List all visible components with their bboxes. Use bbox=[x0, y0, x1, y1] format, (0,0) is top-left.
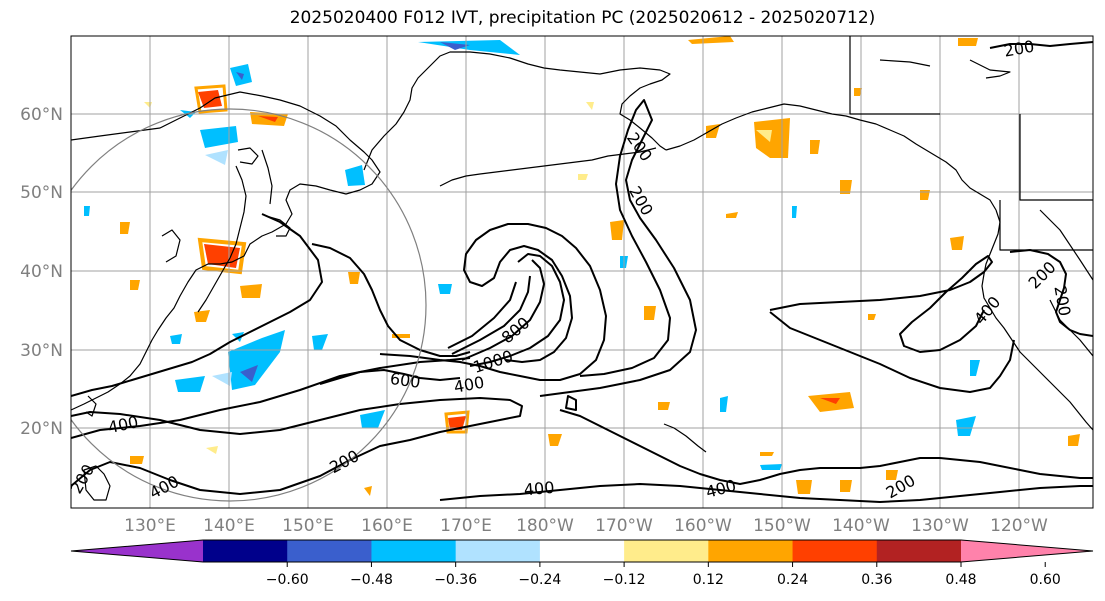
contour-label: 400 bbox=[523, 478, 555, 500]
colorbar: −0.60 −0.48 −0.36 −0.24 −0.12 0.12 0.24 0.36 0.4… bbox=[70, 539, 1094, 588]
colorbar-segment bbox=[203, 540, 288, 562]
lon-label: 170°E bbox=[440, 516, 492, 536]
colorbar-tick-label: −0.60 bbox=[266, 572, 309, 588]
colorbar-tick-label: −0.36 bbox=[434, 572, 477, 588]
precipitation-shading bbox=[84, 36, 1080, 496]
lon-label: 160°E bbox=[361, 516, 413, 536]
colorbar-segment bbox=[708, 540, 794, 562]
map-title: 2025020400 F012 IVT, precipitation PC (2… bbox=[289, 8, 876, 28]
colorbar-segment bbox=[539, 540, 625, 562]
latitude-labels: 60°N 50°N 40°N 30°N 20°N bbox=[20, 105, 63, 439]
contour-label: 1000 bbox=[471, 346, 516, 377]
colorbar-tick-label: −0.12 bbox=[603, 572, 646, 588]
reference-circle bbox=[71, 108, 427, 502]
lon-label: 130°E bbox=[124, 516, 176, 536]
colorbar-extend-max bbox=[961, 540, 1093, 562]
lon-label: 130°W bbox=[911, 516, 969, 536]
contour-label: 400 bbox=[704, 476, 738, 502]
ivt-contours bbox=[71, 41, 1093, 503]
colorbar-tick-label: −0.48 bbox=[350, 572, 393, 588]
colorbar-segment bbox=[792, 540, 878, 562]
lon-label: 160°W bbox=[674, 516, 732, 536]
colorbar-tick-label: 0.60 bbox=[1030, 572, 1061, 588]
lat-label: 50°N bbox=[20, 183, 63, 203]
colorbar-tick-label: 0.12 bbox=[693, 572, 724, 588]
colorbar-segment bbox=[287, 540, 372, 562]
colorbar-tick-label: −0.24 bbox=[518, 572, 561, 588]
colorbar-segment bbox=[876, 540, 962, 562]
lon-label: 180°W bbox=[516, 516, 574, 536]
contour-label: 200 bbox=[623, 129, 656, 165]
contour-label: 200 bbox=[326, 446, 362, 477]
map-frame bbox=[70, 35, 1094, 509]
lon-label: 150°E bbox=[282, 516, 334, 536]
lon-label: 120°W bbox=[990, 516, 1048, 536]
lon-label: 150°W bbox=[753, 516, 811, 536]
contour-label: 400 bbox=[452, 373, 485, 397]
lat-label: 20°N bbox=[20, 419, 63, 439]
lon-label: 140°W bbox=[832, 516, 890, 536]
contour-label: 800 bbox=[498, 313, 534, 347]
lon-label: 140°E bbox=[203, 516, 255, 536]
contour-label: 600 bbox=[389, 369, 422, 392]
lat-label: 30°N bbox=[20, 341, 63, 361]
contour-label: 200 bbox=[1050, 284, 1074, 317]
colorbar-tick-label: 0.36 bbox=[861, 572, 892, 588]
lon-label: 170°W bbox=[595, 516, 653, 536]
colorbar-outline bbox=[70, 539, 1094, 563]
lat-label: 40°N bbox=[20, 262, 63, 282]
colorbar-segment bbox=[624, 540, 709, 562]
contour-label: 400 bbox=[146, 472, 182, 503]
colorbar-extend-min bbox=[71, 540, 203, 562]
longitude-labels: 130°E 140°E 150°E 160°E 170°E 180°W 170°… bbox=[124, 516, 1048, 536]
colorbar-segment bbox=[455, 540, 541, 562]
contour-label: 200 bbox=[1002, 37, 1035, 61]
lat-label: 60°N bbox=[20, 105, 63, 125]
colorbar-tick-label: 0.24 bbox=[777, 572, 808, 588]
contour-label: 400 bbox=[106, 412, 140, 437]
colorbar-segment bbox=[371, 540, 457, 562]
colorbar-tick-label: 0.48 bbox=[945, 572, 976, 588]
